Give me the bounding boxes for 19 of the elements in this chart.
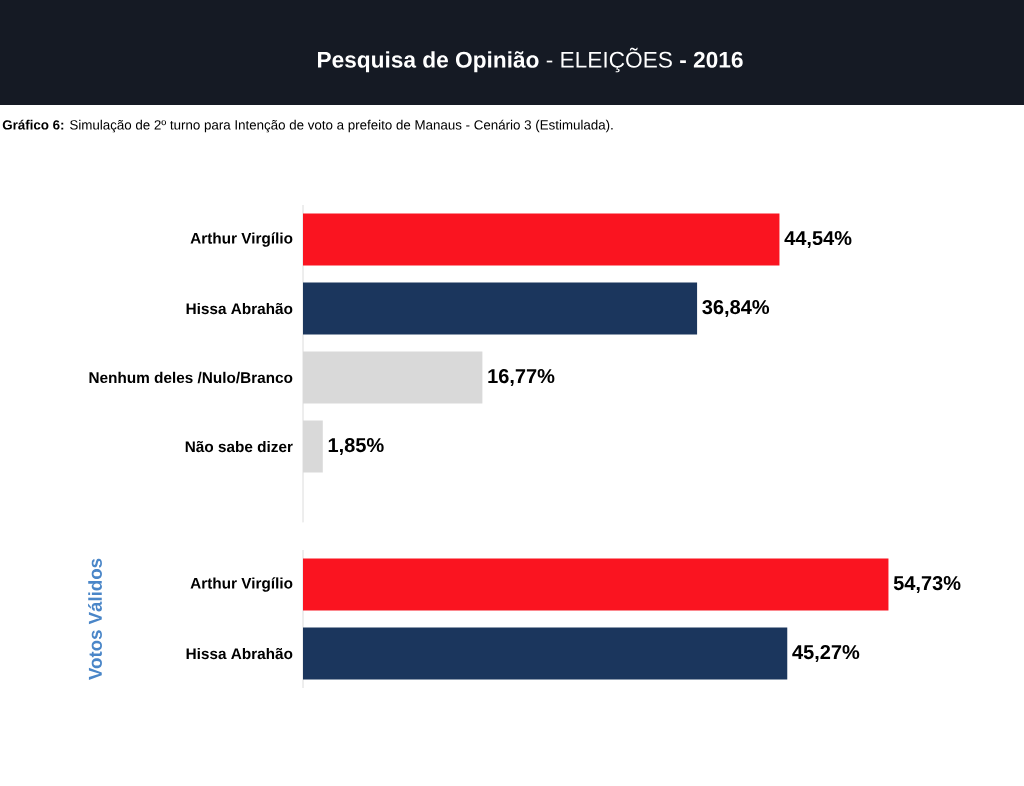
chart-title: Pesquisa de Opinião - ELEIÇÕES - 2016 (318, 47, 743, 73)
y-tick-label: Arthur Virgílio (190, 232, 293, 247)
y-tick-label: Hissa Abrahão (186, 302, 293, 315)
data-label: 54,73% (893, 575, 961, 594)
y-tick-label: Não sabe dizer (185, 440, 293, 453)
y-axis-title: Votos Válidos (88, 558, 102, 680)
y-tick-label: Hissa Abrahão (186, 647, 293, 660)
data-label: 36,84% (702, 299, 770, 318)
chart-subtitle: Gráfico 6: Simulação de 2º turno para Intenção de voto a prefeito de Manaus - Cenário 3 (Estimulada). (2, 119, 613, 133)
data-label: 45,27% (792, 644, 860, 663)
y-tick-label: Arthur Virgílio (190, 577, 293, 592)
y-tick-label: Nenhum deles /Nulo/Branco (89, 371, 293, 384)
bar (303, 213, 780, 266)
bar (303, 351, 483, 404)
bar (303, 282, 698, 335)
bar (303, 420, 323, 473)
data-label: 44,54% (784, 231, 852, 249)
data-label: 16,77% (488, 368, 555, 387)
data-label: 1,85% (328, 437, 384, 456)
